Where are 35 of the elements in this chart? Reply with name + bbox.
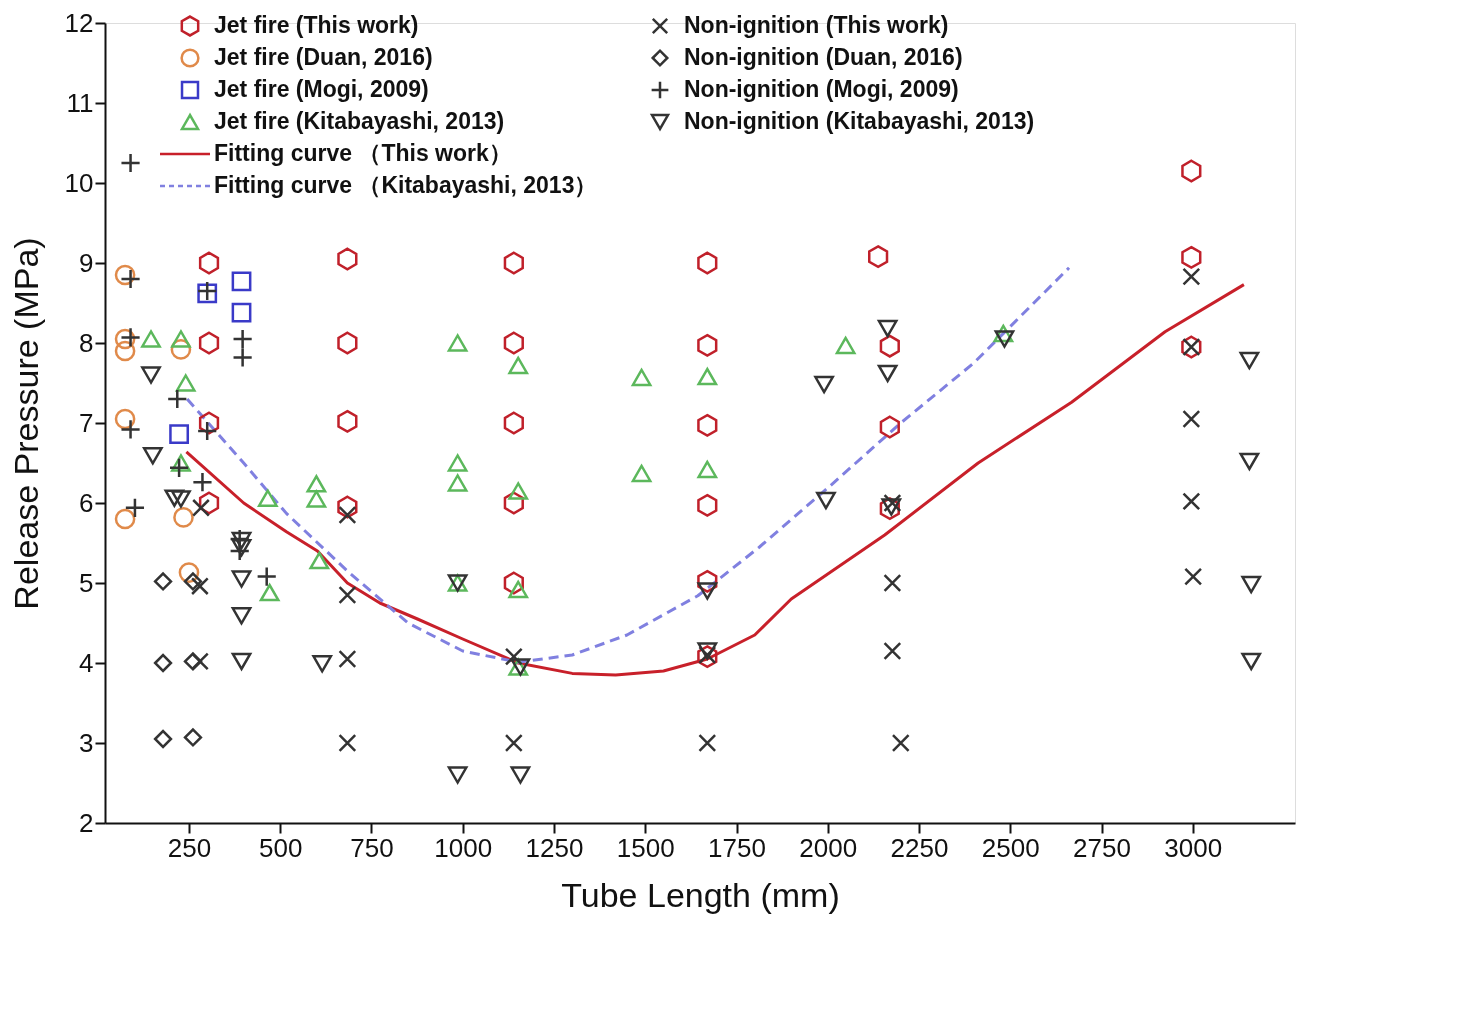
x-tick-label: 2750 [1073,832,1131,863]
y-tick-label: 6 [79,487,94,518]
x-tick-label: 1500 [616,832,675,863]
y-tick-label: 10 [64,167,94,198]
legend-label: Jet fire (Duan, 2016) [214,44,433,70]
legend-label: Jet fire (This work) [214,12,419,38]
y-tick-label: 5 [79,567,94,598]
legend-label: Non-ignition (Duan, 2016) [684,44,963,70]
y-axis-title: Release Pressure (MPa) [6,237,45,610]
x-tick-label: 1250 [525,832,584,863]
x-tick-label: 3000 [1164,832,1223,863]
legend-label: Jet fire (Mogi, 2009) [214,76,429,102]
x-axis-title: Tube Length (mm) [561,875,840,914]
x-tick-label: 2500 [981,832,1040,863]
x-tick-label: 250 [167,832,212,863]
y-tick-label: 12 [64,7,94,38]
x-tick-label: 750 [350,832,394,863]
x-tick-label: 2250 [890,832,949,863]
y-tick-label: 11 [66,87,94,118]
legend-label: Non-ignition (This work) [684,12,949,38]
legend-label: Non-ignition (Mogi, 2009) [684,76,959,102]
legend-label: Non-ignition (Kitabayashi, 2013) [684,108,1035,134]
x-tick-label: 1750 [708,832,766,863]
y-tick-label: 3 [79,727,94,758]
y-tick-label: 2 [79,807,94,838]
y-tick-label: 4 [79,647,94,678]
x-tick-label: 500 [259,832,303,863]
y-tick-label: 8 [79,327,94,358]
legend-label: Fitting curve （Kitabayashi, 2013） [214,172,598,198]
y-tick-label: 9 [79,247,94,278]
legend-label: Jet fire (Kitabayashi, 2013) [214,108,505,134]
legend-label: Fitting curve （This work） [214,140,512,166]
x-tick-label: 1000 [434,832,493,863]
x-tick-label: 2000 [799,832,858,863]
y-tick-label: 7 [79,407,94,438]
